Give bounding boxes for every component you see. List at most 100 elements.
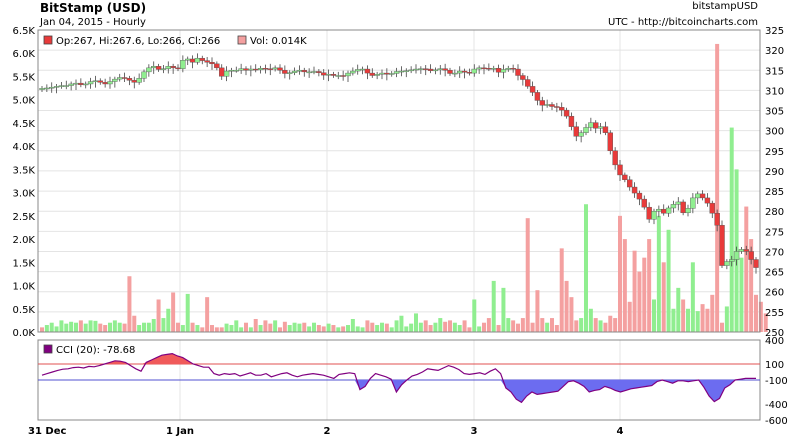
candle-body [423,68,429,70]
volume-bar [443,321,448,332]
chart-subtitle: Jan 04, 2015 - Hourly [40,17,146,28]
volume-bar [739,257,744,332]
volume-bar [613,318,618,332]
candle-body [355,69,361,72]
volume-bar [268,323,273,332]
candle-body [738,249,745,252]
candle-body [189,58,196,63]
volume-bar [176,322,180,332]
volume-bar [312,322,316,332]
candlesticks [39,53,759,274]
candle-body [321,72,327,76]
volume-bar [74,322,78,332]
volume-bar [574,320,579,332]
candle-body [248,68,254,71]
candle-body [413,68,419,71]
volume-bar [647,239,652,332]
volume-bar [239,327,244,332]
volume-bar [749,239,754,332]
volume-bar [540,318,545,332]
candle-body [695,193,701,199]
volume-tick-label: 4.0K [13,142,36,153]
candle-body [180,60,186,69]
candle-body [97,80,103,83]
credit-label: UTC - http://bitcoincharts.com [608,17,758,28]
volume-bar [457,325,462,332]
candle-body [209,62,215,65]
volume-bar [190,322,195,332]
volume-bar [448,320,452,332]
candle-body [364,68,371,74]
volume-bar [681,299,686,332]
candle-body [219,67,225,77]
x-tick-label: 31 Dec [28,426,66,437]
volume-bar [729,127,734,332]
candle-body [607,132,613,151]
volume-bar [545,322,550,332]
candle-body [39,88,45,90]
volume-bar [224,323,229,332]
volume-bar [627,301,632,332]
candle-body [510,68,516,70]
volume-bar [676,287,681,332]
candle-body [112,78,118,82]
volume-bar [171,292,176,332]
candle-body [719,225,725,266]
candle-body [325,74,332,76]
volume-bar [550,318,554,332]
candle-body [588,122,594,128]
volume-bar [608,315,613,332]
candle-body [287,72,293,74]
candle-body [204,60,210,63]
volume-bar [278,327,282,332]
ohlc-legend-swatch [43,35,53,45]
cci-overbought-fill [42,353,756,364]
candle-body [389,73,395,75]
volume-legend: Vol: 0.014K [250,36,307,47]
axes: 250 255 260 265 270 275 280 285 290 295 300 305 310 3… [13,26,785,437]
candle-body [491,68,497,70]
price-tick-label: 265 [765,268,784,279]
candle-body [117,77,123,80]
candle-body [685,208,691,214]
candle-body [583,127,589,133]
volume-bar [146,322,151,332]
price-tick-label: 250 [765,328,784,339]
volume-bar [482,322,486,332]
volume-bar [54,326,59,332]
x-tick-label: 3 [471,426,478,437]
volume-bar [103,325,108,332]
candle-body [525,79,531,87]
candle-body [291,70,298,73]
candle-body [505,68,511,70]
volume-bar [686,308,690,332]
candle-body [92,80,99,82]
volume-tick-label: 2.5K [13,212,36,223]
candle-body [495,68,502,73]
volume-bar [525,218,530,332]
candle-body [641,198,647,208]
volume-bar [404,326,409,332]
candle-body [627,179,633,188]
volume-bar [632,250,637,332]
cci-tick-label: 400 [765,336,784,347]
volume-bar [486,318,491,332]
volume-bar [108,322,112,332]
volume-bar [122,323,127,332]
volume-bar [603,322,608,332]
volume-bar [326,323,331,332]
candle-body [544,104,550,106]
volume-bar [331,325,336,332]
volume-bar [724,306,729,332]
source-label: bitstampUSD [692,1,758,12]
cci-tick-label: -600 [765,416,788,427]
volume-bar [302,322,307,332]
candle-body [554,106,560,108]
candle-body [257,68,264,71]
volume-tick-label: 0.0K [13,328,36,339]
candle-body [704,197,711,204]
candle-body [612,150,618,166]
candle-body [748,251,754,260]
cci-oversold-fill [42,380,756,403]
volume-bar [263,320,268,332]
